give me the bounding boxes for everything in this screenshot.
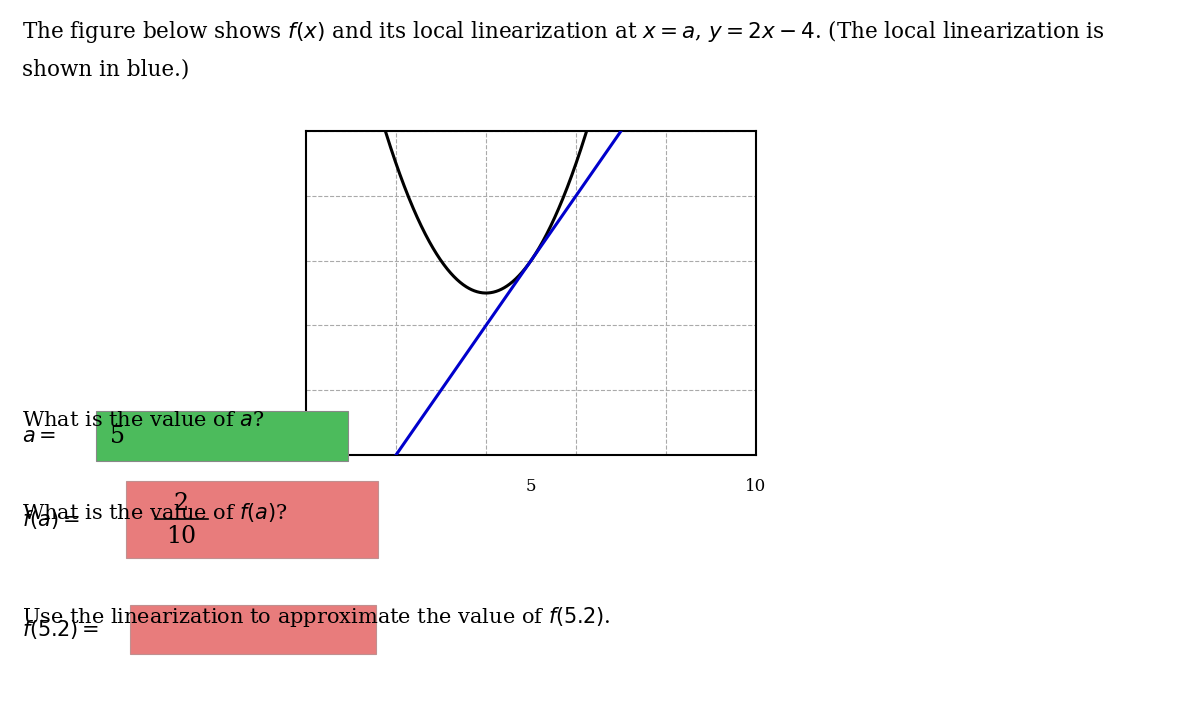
Text: Use the linearization to approximate the value of $f(5.2)$.: Use the linearization to approximate the… bbox=[22, 605, 610, 629]
Text: 10: 10 bbox=[745, 478, 767, 495]
Text: What is the value of $a$?: What is the value of $a$? bbox=[22, 411, 264, 430]
Text: $f(5.2) = $: $f(5.2) = $ bbox=[22, 618, 98, 641]
Text: $f(a) = $: $f(a) = $ bbox=[22, 508, 79, 531]
Text: 5: 5 bbox=[526, 478, 536, 495]
Text: What is the value of $f(a)$?: What is the value of $f(a)$? bbox=[22, 501, 288, 524]
Text: 5: 5 bbox=[110, 424, 125, 448]
Text: 2: 2 bbox=[174, 492, 190, 515]
Text: 10: 10 bbox=[167, 526, 197, 548]
Text: $a = $: $a = $ bbox=[22, 427, 56, 446]
Text: The figure below shows $f(x)$ and its local linearization at $x = a$, $y = 2x - : The figure below shows $f(x)$ and its lo… bbox=[22, 18, 1104, 45]
Text: shown in blue.): shown in blue.) bbox=[22, 58, 188, 80]
